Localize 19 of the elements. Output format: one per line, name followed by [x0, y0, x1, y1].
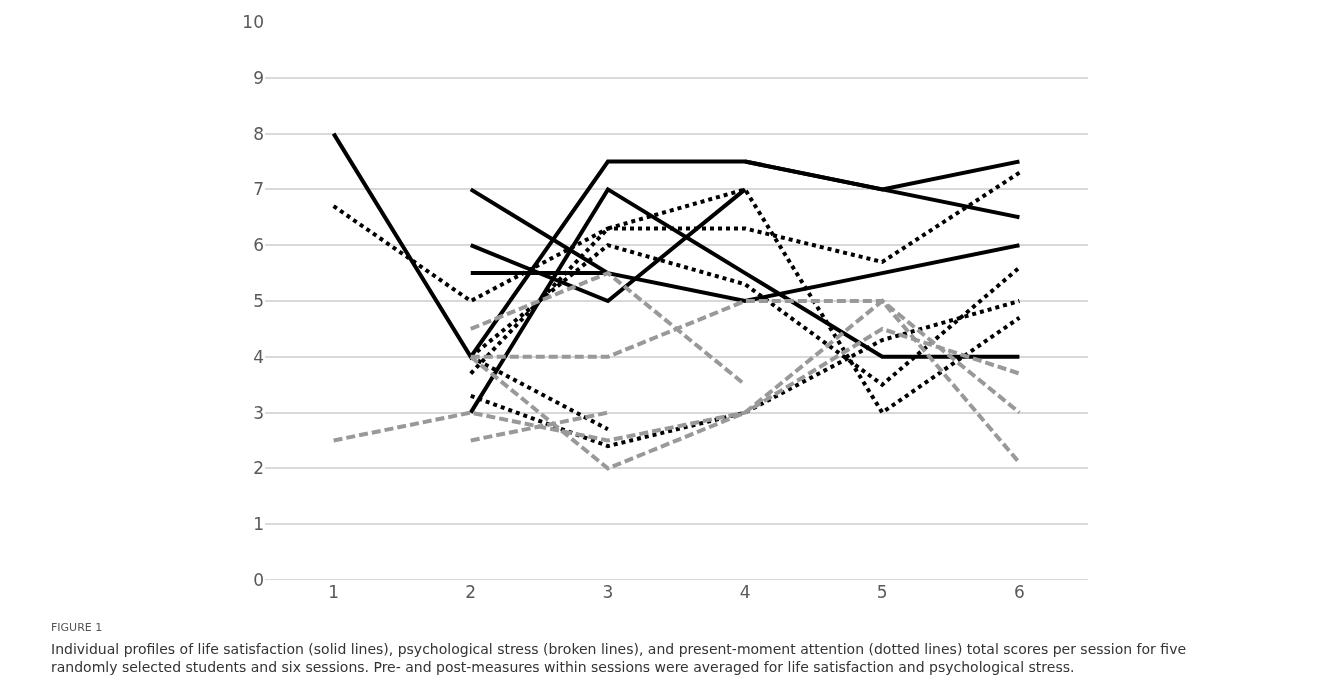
y-tick-label: 3: [253, 402, 264, 423]
y-tick-label: 5: [253, 290, 264, 311]
y-tick-label: 7: [253, 179, 264, 200]
y-tick-label: 9: [253, 67, 264, 88]
y-tick-label: 2: [253, 458, 264, 479]
x-tick-label: 1: [328, 582, 339, 602]
x-tick-label: 4: [739, 582, 751, 602]
y-tick-label: 4: [253, 346, 264, 367]
x-tick-label: 3: [602, 582, 614, 602]
y-tick-label: 1: [253, 514, 264, 535]
text: Individual profiles of life satisfaction (solid lines), psychological stress (broken lines), and present-moment attention (dotted lines) total scores per session for five randomly selected students and six sessions. Pre- and post-measures within sessions were averaged for life satisfaction and psychological stress.: [51, 641, 1187, 676]
y-tick-label: 0: [253, 569, 264, 590]
x-tick-label: 6: [1014, 582, 1025, 602]
x-tick-label: 5: [876, 582, 888, 602]
y-tick-label: 10: [242, 11, 264, 32]
caption: FIGURE 1: [51, 621, 103, 634]
x-tick-label: 2: [465, 582, 477, 602]
y-tick-label: 6: [253, 235, 264, 256]
y-tick-label: 8: [253, 123, 264, 144]
